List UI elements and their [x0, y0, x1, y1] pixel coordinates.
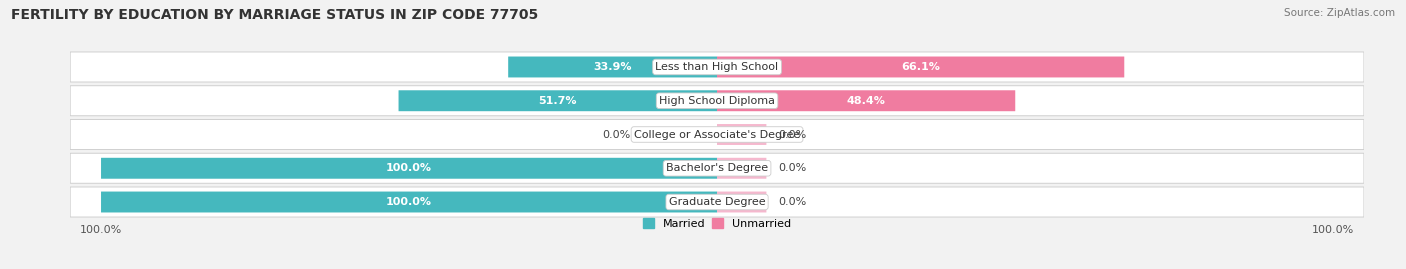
Text: 0.0%: 0.0% — [779, 129, 807, 140]
FancyBboxPatch shape — [101, 192, 717, 213]
FancyBboxPatch shape — [717, 158, 766, 179]
FancyBboxPatch shape — [101, 158, 717, 179]
Text: 0.0%: 0.0% — [779, 163, 807, 173]
Text: Source: ZipAtlas.com: Source: ZipAtlas.com — [1284, 8, 1395, 18]
FancyBboxPatch shape — [717, 56, 1125, 77]
Text: Graduate Degree: Graduate Degree — [669, 197, 765, 207]
FancyBboxPatch shape — [717, 192, 766, 213]
FancyBboxPatch shape — [508, 56, 717, 77]
Text: Bachelor's Degree: Bachelor's Degree — [666, 163, 768, 173]
Text: 33.9%: 33.9% — [593, 62, 631, 72]
Text: Less than High School: Less than High School — [655, 62, 779, 72]
Text: 48.4%: 48.4% — [846, 96, 886, 106]
FancyBboxPatch shape — [70, 119, 1364, 150]
Legend: Married, Unmarried: Married, Unmarried — [643, 218, 792, 229]
Text: 100.0%: 100.0% — [387, 163, 432, 173]
Text: 0.0%: 0.0% — [779, 197, 807, 207]
Text: 51.7%: 51.7% — [538, 96, 576, 106]
FancyBboxPatch shape — [717, 90, 1015, 111]
FancyBboxPatch shape — [398, 90, 717, 111]
FancyBboxPatch shape — [70, 187, 1364, 217]
Text: High School Diploma: High School Diploma — [659, 96, 775, 106]
Text: FERTILITY BY EDUCATION BY MARRIAGE STATUS IN ZIP CODE 77705: FERTILITY BY EDUCATION BY MARRIAGE STATU… — [11, 8, 538, 22]
Text: 100.0%: 100.0% — [387, 197, 432, 207]
FancyBboxPatch shape — [70, 153, 1364, 183]
Text: College or Associate's Degree: College or Associate's Degree — [634, 129, 800, 140]
Text: 66.1%: 66.1% — [901, 62, 941, 72]
FancyBboxPatch shape — [70, 52, 1364, 82]
Text: 0.0%: 0.0% — [603, 129, 631, 140]
FancyBboxPatch shape — [717, 124, 766, 145]
FancyBboxPatch shape — [70, 86, 1364, 116]
